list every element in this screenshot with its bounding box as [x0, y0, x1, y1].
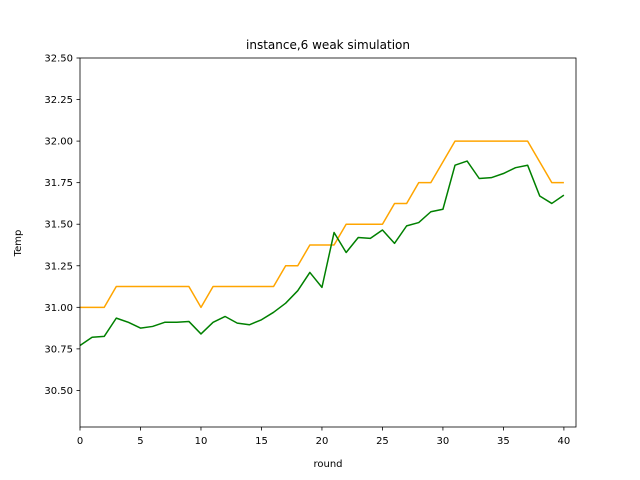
y-tick-label: 32.00 — [44, 137, 73, 148]
x-tick-label: 40 — [558, 436, 571, 447]
x-tick-label: 35 — [497, 436, 510, 447]
series-line-1 — [80, 140, 564, 309]
x-tick-label: 5 — [137, 436, 143, 447]
x-tick-label: 30 — [437, 436, 450, 447]
y-tick-label: 31.00 — [44, 303, 73, 314]
y-tick-label: 32.25 — [44, 95, 73, 106]
series-line-2 — [79, 160, 565, 347]
plot-area — [79, 57, 577, 428]
y-tick-label: 30.50 — [44, 386, 73, 397]
y-tick-label: 31.25 — [44, 261, 73, 272]
y-tick-label: 32.50 — [44, 54, 73, 65]
y-tick-label: 30.75 — [44, 344, 73, 355]
plot-frame — [79, 57, 577, 428]
x-tick-label: 20 — [316, 436, 329, 447]
x-tick-label: 10 — [195, 436, 208, 447]
x-axis: 0 5 10 15 20 25 30 35 40 — [77, 427, 570, 447]
x-axis-label: round — [313, 459, 342, 470]
y-tick-label: 31.50 — [44, 220, 73, 231]
y-tick-label: 31.75 — [44, 178, 73, 189]
y-axis: 30.50 30.75 31.00 31.25 31.50 31.75 32.00 32.25… — [44, 54, 80, 397]
x-tick-label: 15 — [255, 436, 268, 447]
x-tick-label: 25 — [376, 436, 389, 447]
x-tick-label: 0 — [77, 436, 83, 447]
y-axis-label: Temp — [13, 230, 24, 258]
chart-title: instance,6 weak simulation — [246, 38, 410, 52]
